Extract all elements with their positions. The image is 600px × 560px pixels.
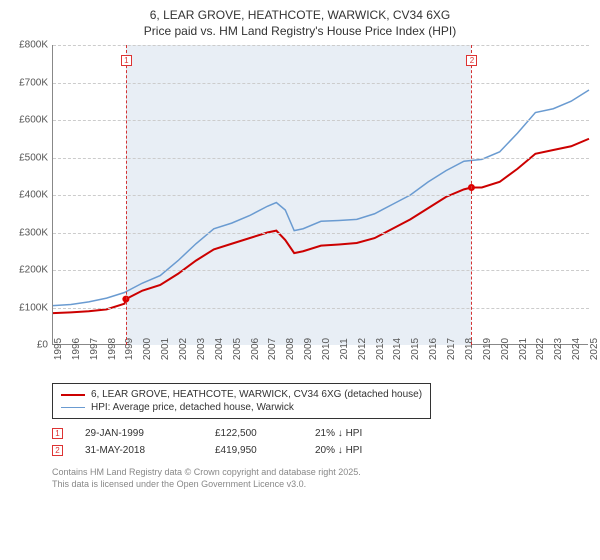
sale-row-marker: 2 <box>52 445 63 456</box>
x-axis-label: 2002 <box>178 338 189 360</box>
x-axis-label: 2005 <box>232 338 243 360</box>
y-gridline <box>53 270 589 271</box>
x-axis-label: 2009 <box>303 338 314 360</box>
x-axis-label: 2022 <box>535 338 546 360</box>
x-axis-label: 2024 <box>571 338 582 360</box>
sale-marker-line <box>471 45 472 345</box>
sale-row-marker: 1 <box>52 428 63 439</box>
x-axis-label: 2001 <box>160 338 171 360</box>
x-axis-label: 2019 <box>482 338 493 360</box>
x-axis-label: 2020 <box>500 338 511 360</box>
y-axis-label: £100K <box>4 302 48 313</box>
sale-marker-label: 2 <box>466 55 477 66</box>
sale-marker-label: 1 <box>121 55 132 66</box>
x-axis-label: 2015 <box>410 338 421 360</box>
x-axis-label: 2010 <box>321 338 332 360</box>
y-gridline <box>53 195 589 196</box>
footer-attribution: Contains HM Land Registry data © Crown c… <box>52 467 588 490</box>
x-axis-label: 2004 <box>214 338 225 360</box>
sale-row: 2 31-MAY-2018£419,95020% ↓ HPI <box>52 442 588 459</box>
y-gridline <box>53 120 589 121</box>
y-gridline <box>53 83 589 84</box>
legend-row: HPI: Average price, detached house, Warw… <box>61 401 422 414</box>
sale-hpi-delta: 21% ↓ HPI <box>315 428 415 439</box>
sale-row: 1 29-JAN-1999£122,50021% ↓ HPI <box>52 425 588 442</box>
legend-box: 6, LEAR GROVE, HEATHCOTE, WARWICK, CV34 … <box>52 383 431 419</box>
y-axis-label: £600K <box>4 115 48 126</box>
sale-price: £419,950 <box>215 445 315 456</box>
y-axis-label: £500K <box>4 152 48 163</box>
y-gridline <box>53 158 589 159</box>
x-axis-label: 2003 <box>196 338 207 360</box>
x-axis-label: 2007 <box>267 338 278 360</box>
legend-label: HPI: Average price, detached house, Warw… <box>91 402 294 413</box>
x-axis-label: 1998 <box>107 338 118 360</box>
plot-area: £0£100K£200K£300K£400K£500K£600K£700K£80… <box>52 45 588 345</box>
sale-price: £122,500 <box>215 428 315 439</box>
x-axis-label: 2023 <box>553 338 564 360</box>
x-axis-label: 2008 <box>285 338 296 360</box>
sale-hpi-delta: 20% ↓ HPI <box>315 445 415 456</box>
chart-container: 6, LEAR GROVE, HEATHCOTE, WARWICK, CV34 … <box>0 0 600 503</box>
x-axis-label: 2016 <box>428 338 439 360</box>
legend-label: 6, LEAR GROVE, HEATHCOTE, WARWICK, CV34 … <box>91 389 422 400</box>
x-axis-label: 2018 <box>464 338 475 360</box>
x-axis-label: 2012 <box>357 338 368 360</box>
x-axis-label: 2017 <box>446 338 457 360</box>
x-axis-label: 2006 <box>250 338 261 360</box>
chart-title: 6, LEAR GROVE, HEATHCOTE, WARWICK, CV34 … <box>12 8 588 39</box>
x-axis-label: 2025 <box>589 338 600 360</box>
footer-line-1: Contains HM Land Registry data © Crown c… <box>52 467 588 479</box>
x-axis-label: 2013 <box>375 338 386 360</box>
sales-table: 1 29-JAN-1999£122,50021% ↓ HPI 2 31-MAY-201… <box>52 425 588 459</box>
legend-swatch <box>61 394 85 396</box>
x-axis-label: 1997 <box>89 338 100 360</box>
chart-area: £0£100K£200K£300K£400K£500K£600K£700K£80… <box>12 45 588 375</box>
footer-line-2: This data is licensed under the Open Gov… <box>52 479 588 491</box>
y-axis-label: £200K <box>4 265 48 276</box>
y-axis-label: £400K <box>4 190 48 201</box>
y-axis-label: £700K <box>4 77 48 88</box>
legend-swatch <box>61 407 85 408</box>
y-gridline <box>53 233 589 234</box>
x-axis-label: 2000 <box>142 338 153 360</box>
y-axis-label: £800K <box>4 40 48 51</box>
y-axis-label: £300K <box>4 227 48 238</box>
x-axis-label: 2014 <box>392 338 403 360</box>
sale-date: 31-MAY-2018 <box>85 445 215 456</box>
x-axis-label: 2011 <box>339 338 350 360</box>
title-line-1: 6, LEAR GROVE, HEATHCOTE, WARWICK, CV34 … <box>12 8 588 24</box>
y-axis-label: £0 <box>4 340 48 351</box>
y-gridline <box>53 308 589 309</box>
y-gridline <box>53 45 589 46</box>
sale-date: 29-JAN-1999 <box>85 428 215 439</box>
x-axis-label: 1996 <box>71 338 82 360</box>
sale-marker-line <box>126 45 127 345</box>
x-axis-label: 2021 <box>518 338 529 360</box>
series-hpi <box>53 90 589 306</box>
title-line-2: Price paid vs. HM Land Registry's House … <box>12 24 588 40</box>
x-axis-label: 1995 <box>53 338 64 360</box>
legend-row: 6, LEAR GROVE, HEATHCOTE, WARWICK, CV34 … <box>61 388 422 401</box>
